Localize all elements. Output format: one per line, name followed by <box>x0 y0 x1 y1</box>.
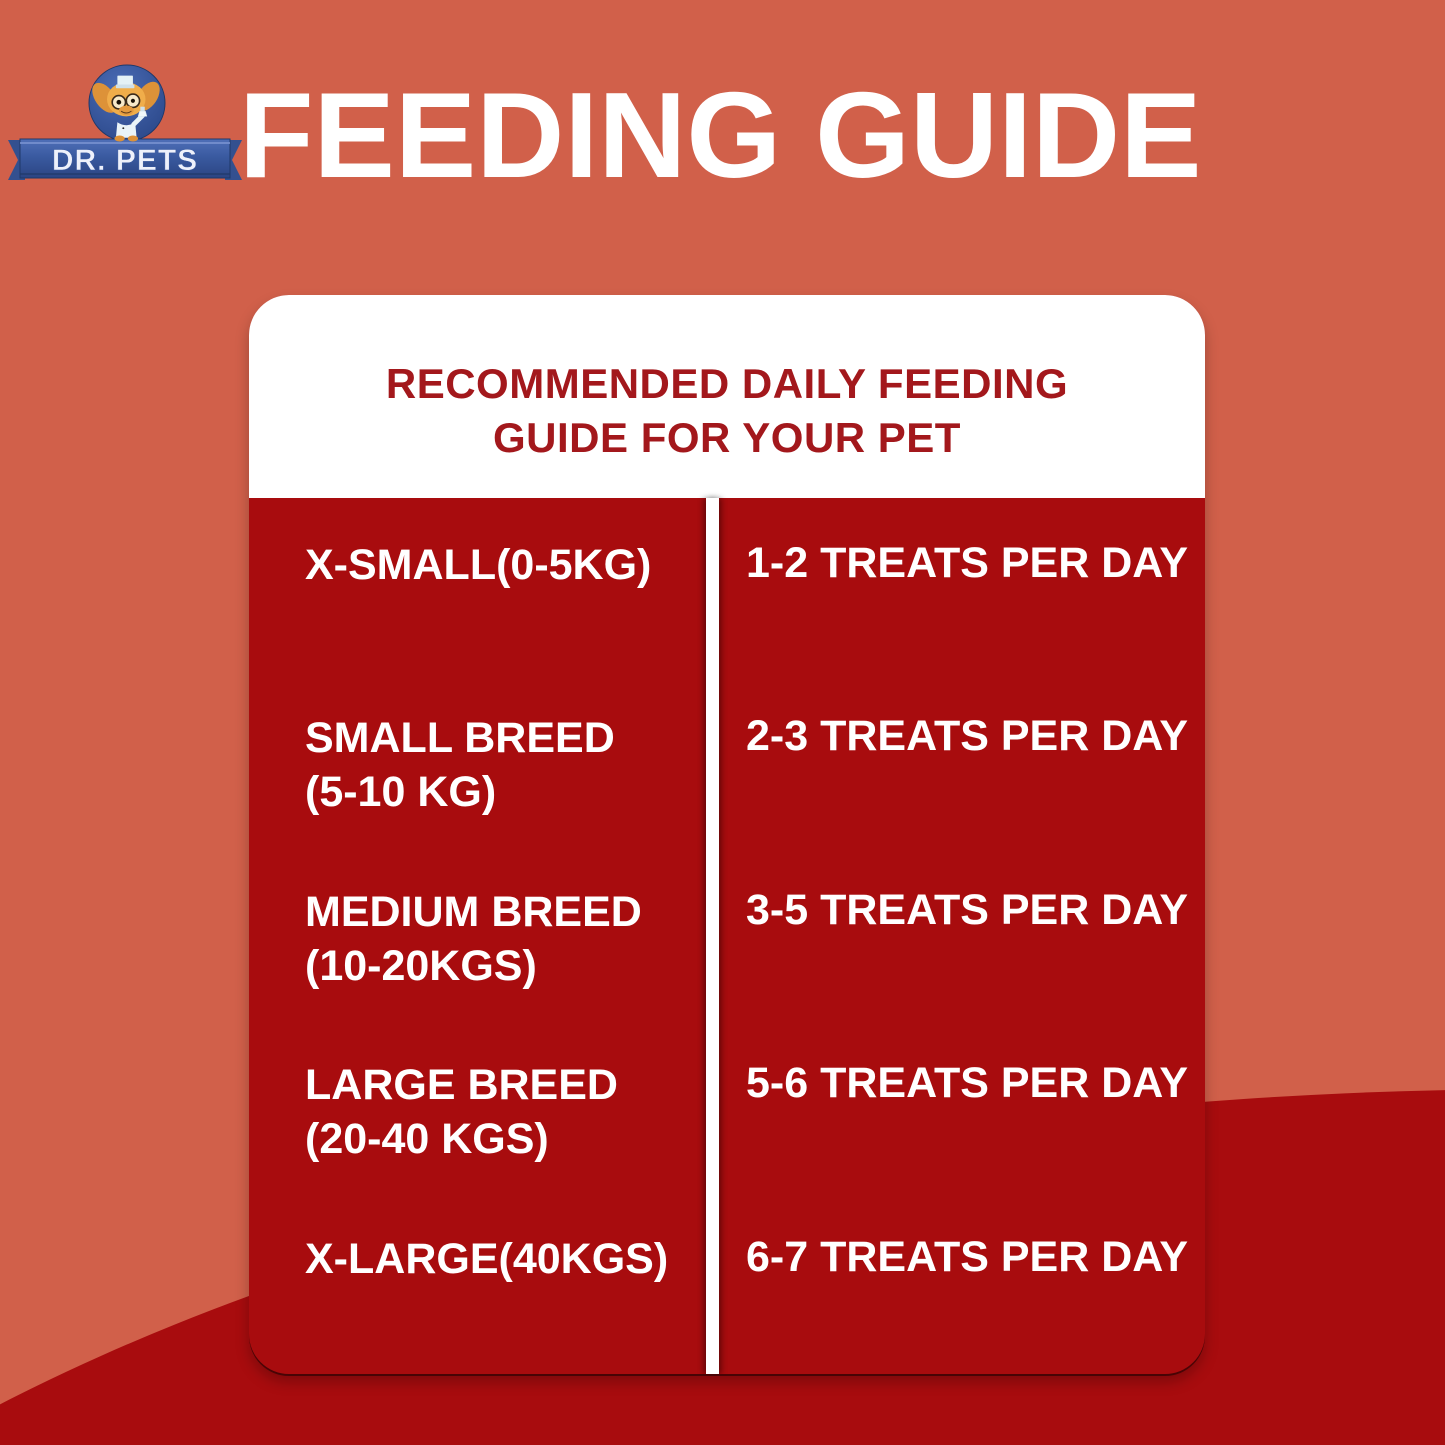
svg-text:DR. PETS: DR. PETS <box>52 144 198 177</box>
